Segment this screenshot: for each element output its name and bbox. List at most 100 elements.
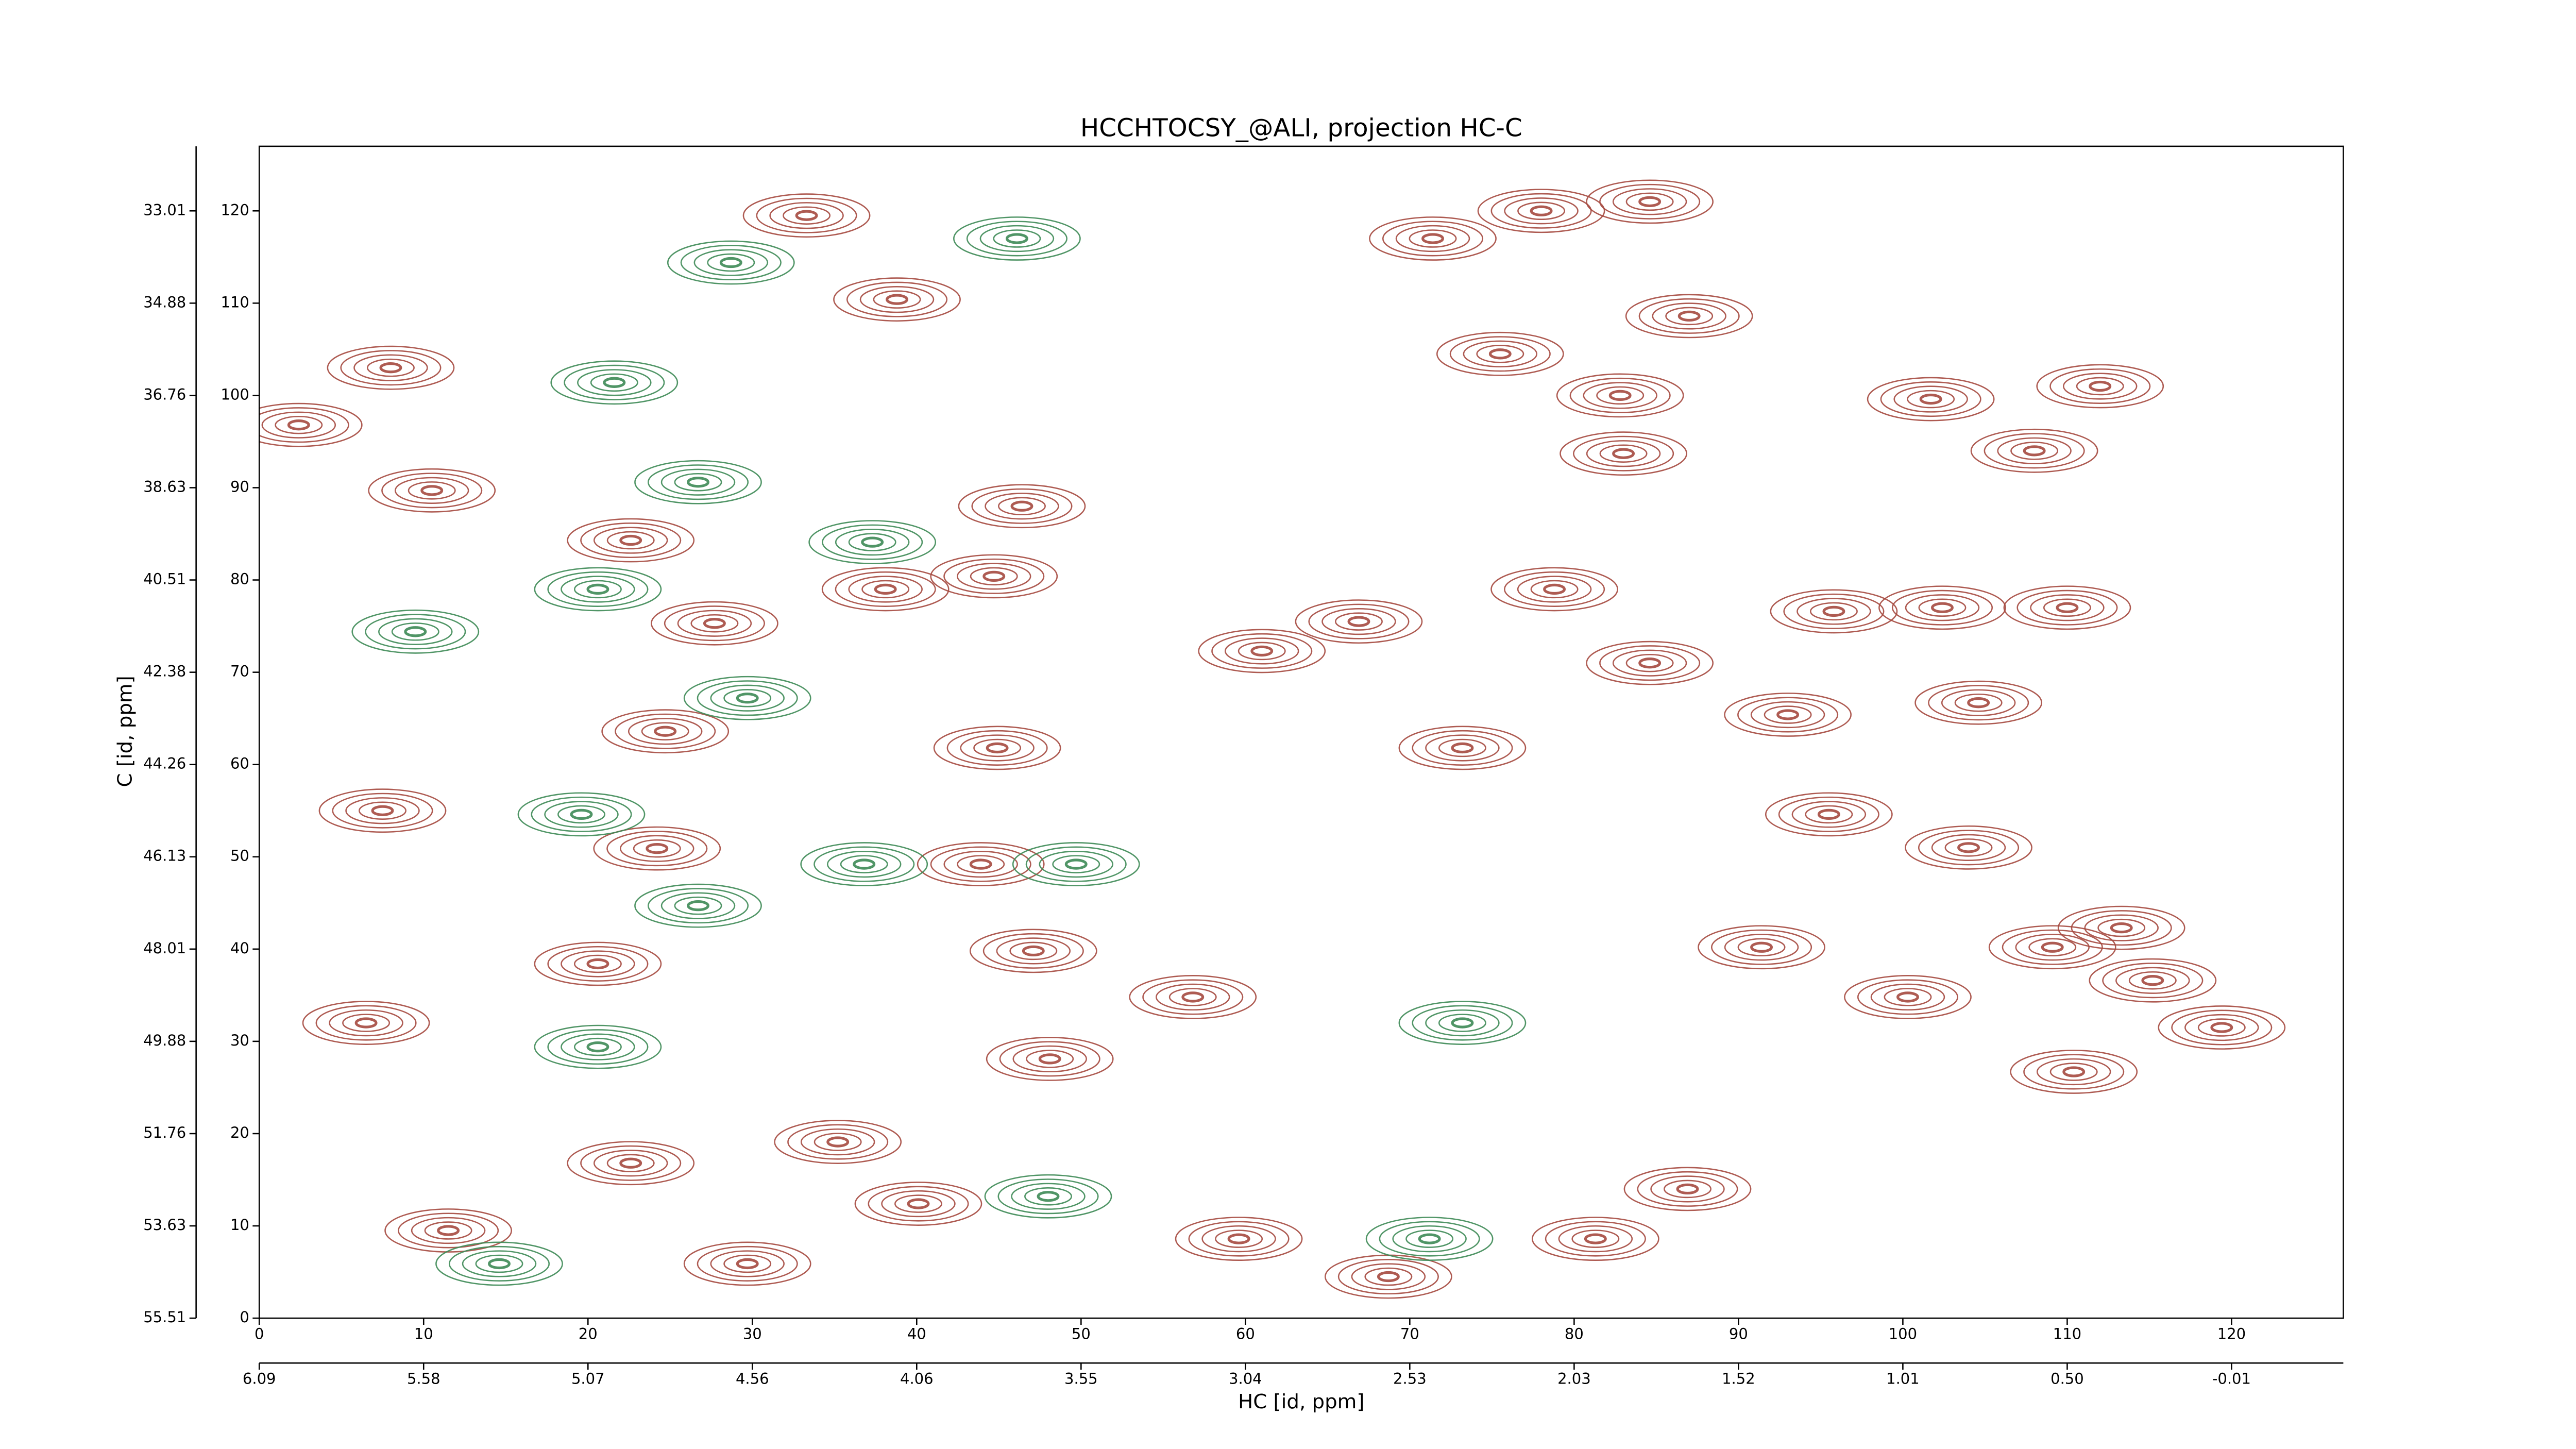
contour (534, 941, 662, 986)
contour (1737, 938, 1786, 956)
contour (946, 730, 1048, 766)
contour (1038, 1053, 1061, 1065)
contour (1857, 979, 1959, 1015)
chart-title: HCCHTOCSY_@ALI, projection HC-C (1080, 114, 1522, 143)
contour (1504, 571, 1605, 607)
contour (1558, 1225, 1633, 1253)
contour (1918, 598, 1967, 617)
contour (561, 1033, 635, 1060)
contour (1612, 649, 1687, 677)
contour (1451, 742, 1474, 754)
contour (2010, 1050, 2138, 1094)
contour (1599, 444, 1648, 463)
contour (1665, 307, 1714, 326)
contour (1449, 336, 1551, 372)
contour (886, 294, 908, 305)
contour (437, 1225, 460, 1236)
contour (1409, 229, 1457, 248)
contour (259, 407, 349, 443)
contour (1764, 705, 1812, 724)
contour (1941, 689, 2016, 716)
contour (1436, 331, 1564, 376)
contour (835, 528, 910, 556)
contour (261, 411, 336, 439)
contour (408, 481, 456, 500)
contour (998, 497, 1046, 516)
contour (966, 221, 1067, 257)
contour (1623, 1167, 1752, 1211)
contour (1596, 386, 1645, 405)
contour (774, 1120, 902, 1164)
contour (2056, 602, 2079, 613)
y-tick-label: 0 (240, 1308, 249, 1326)
contour (969, 858, 992, 870)
contour (999, 1041, 1100, 1077)
contour (1476, 345, 1524, 363)
contour (1321, 608, 1396, 635)
y-tick-label: 20 (230, 1124, 249, 1141)
contour (1893, 385, 1968, 413)
contour (580, 523, 682, 559)
contour (547, 1029, 649, 1065)
contour (2089, 380, 2112, 392)
contour (697, 680, 798, 716)
x2-tick-label: 1.01 (1886, 1370, 1920, 1387)
contour (647, 888, 749, 924)
x-tick-label: 70 (1400, 1325, 1419, 1342)
contour (1337, 1258, 1439, 1295)
contour (683, 1241, 811, 1286)
contour (969, 929, 1097, 973)
contour (2115, 967, 2190, 994)
contour (2036, 1058, 2111, 1086)
contour (1612, 448, 1635, 459)
y2-tick-label: 36.76 (143, 385, 186, 403)
contour (259, 402, 363, 447)
contour (1201, 1225, 1276, 1253)
contour (693, 249, 769, 276)
contour (986, 742, 1009, 754)
x2-tick-label: 6.09 (243, 1370, 276, 1387)
contour (703, 618, 726, 629)
contour (822, 524, 923, 560)
contour (2016, 589, 2118, 626)
contour (1012, 1045, 1087, 1073)
contour (1012, 842, 1140, 886)
contour (1517, 201, 1566, 220)
contour (1215, 1229, 1263, 1248)
x2-tick-label: 2.03 (1557, 1370, 1591, 1387)
contour (366, 358, 415, 377)
contour (573, 1037, 622, 1056)
contour (590, 373, 638, 392)
contour (593, 527, 668, 554)
contour (787, 1124, 889, 1160)
contour (979, 225, 1055, 252)
contour (359, 801, 406, 820)
contour (1308, 603, 1410, 639)
contour (2089, 958, 2217, 1003)
contour (1477, 189, 1605, 233)
contour (1791, 801, 1867, 828)
contour (1369, 216, 1497, 261)
contour (517, 792, 646, 837)
contour (1188, 1221, 1290, 1257)
contour (1011, 1183, 1086, 1210)
contour (1543, 583, 1566, 595)
contour (707, 253, 755, 272)
contour (2036, 364, 2164, 409)
contour (953, 216, 1081, 261)
contour (848, 533, 896, 551)
contour (1573, 435, 1674, 471)
contour (982, 570, 1006, 582)
x-tick-label: 60 (1236, 1325, 1255, 1342)
contour (547, 946, 649, 982)
contour (1724, 934, 1799, 961)
contour (619, 835, 694, 862)
contour (1351, 1263, 1426, 1290)
y-tick-label: 120 (221, 201, 249, 218)
contour (868, 1186, 969, 1222)
contour (667, 240, 795, 285)
contour (1379, 1221, 1480, 1257)
contour (2184, 1014, 2259, 1041)
